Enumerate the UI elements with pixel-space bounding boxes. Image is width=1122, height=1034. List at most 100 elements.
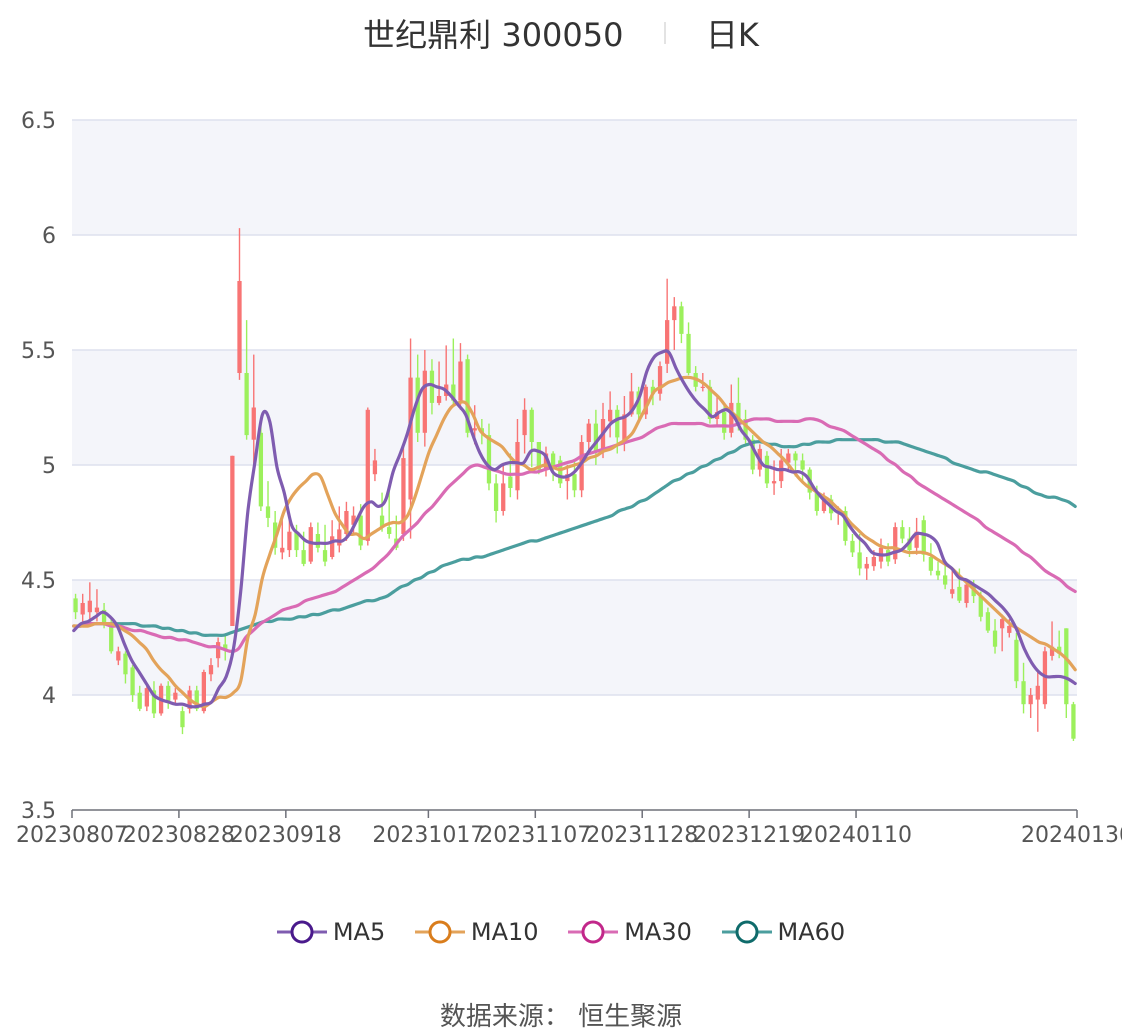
legend-ma30[interactable]: MA30 <box>568 918 692 946</box>
candle <box>943 563 948 590</box>
candle <box>864 557 869 580</box>
candle-body <box>515 442 520 491</box>
candle <box>992 619 998 654</box>
candle <box>522 398 527 454</box>
candle-body <box>180 711 185 728</box>
candle <box>372 448 378 482</box>
candle-body <box>508 476 513 488</box>
legend-ma60[interactable]: MA60 <box>721 918 845 946</box>
candle-body <box>109 623 114 652</box>
candle <box>166 681 171 709</box>
candle <box>1000 614 1005 652</box>
series-line-ma30 <box>72 417 1077 653</box>
candle <box>486 423 492 491</box>
candle-body <box>672 306 677 321</box>
candle-body <box>707 386 713 419</box>
candle <box>116 646 121 666</box>
y-tick-label: 4 <box>42 684 56 709</box>
data-source-label: 数据来源： <box>439 1002 570 1032</box>
candle-body <box>486 435 492 484</box>
candle-body <box>472 428 477 431</box>
candle-body <box>337 529 342 546</box>
candle-body <box>194 690 199 709</box>
plot-band <box>72 120 1077 235</box>
candle <box>180 706 185 735</box>
legend-ma5[interactable]: MA5 <box>276 918 386 946</box>
candle <box>608 391 613 438</box>
data-source: 数据来源： 恒生聚源 <box>0 996 1122 1033</box>
candle <box>800 453 805 482</box>
candle-body <box>465 359 470 433</box>
candle-body <box>322 550 328 562</box>
series-line-ma5 <box>72 349 1077 709</box>
candle-body <box>665 320 670 364</box>
chart-title: 世纪鼎利 300050 <box>363 16 624 54</box>
candle <box>914 517 919 555</box>
chart-title-row: 世纪鼎利 300050 日K <box>0 10 1122 60</box>
x-tick-label: 20230807 <box>16 823 128 848</box>
plot-band <box>72 350 1077 465</box>
candle-body <box>700 386 705 388</box>
candle <box>330 520 335 560</box>
candle <box>1021 662 1026 714</box>
candle <box>850 534 855 557</box>
candle <box>137 685 142 712</box>
legend-ma10-label: MA10 <box>470 918 539 946</box>
candle <box>1071 701 1076 741</box>
legend-ma5-label: MA5 <box>332 918 386 946</box>
candle <box>365 407 370 546</box>
candle-body <box>315 534 321 548</box>
candle <box>429 359 435 415</box>
candle-body <box>173 692 178 700</box>
candle-body <box>764 455 770 484</box>
candle-body <box>850 540 855 553</box>
candle-body <box>814 492 819 511</box>
candle-body <box>116 651 121 661</box>
candle-body <box>800 460 805 470</box>
candle-body <box>943 575 948 585</box>
candle-body <box>451 384 456 401</box>
candle-body <box>379 515 385 528</box>
candle <box>258 421 264 511</box>
candle <box>337 506 342 553</box>
x-tick-label: 20240130 <box>1021 823 1122 848</box>
candle-body <box>344 511 349 534</box>
candle-body <box>900 527 905 539</box>
candle-body <box>280 547 285 553</box>
legend-ma10-marker-icon <box>414 920 465 944</box>
candle <box>251 354 256 468</box>
legend-ma5-marker-icon <box>276 920 327 944</box>
candle <box>921 515 926 562</box>
candle-body <box>80 603 85 615</box>
candle <box>665 278 670 373</box>
candle-body <box>843 511 848 541</box>
candle-body <box>287 531 292 551</box>
candle-body <box>722 412 727 433</box>
candle-body <box>629 391 634 415</box>
candle-body <box>422 370 427 433</box>
candle-body <box>657 366 663 394</box>
legend-ma30-marker-icon <box>568 920 619 944</box>
y-tick-label: 5.5 <box>21 339 56 364</box>
candle-body <box>950 589 955 594</box>
x-tick-label: 20230918 <box>230 823 342 848</box>
candle-body <box>871 557 876 567</box>
candle-body <box>864 563 869 569</box>
candle <box>529 407 534 468</box>
candle <box>843 506 848 546</box>
candle-body <box>94 607 100 613</box>
legend-ma10[interactable]: MA10 <box>414 918 539 946</box>
candle <box>686 322 691 376</box>
candle-body <box>1049 646 1055 656</box>
candle <box>1049 621 1055 661</box>
x-tick-label: 20231107 <box>479 823 591 848</box>
candle <box>515 419 520 500</box>
candle <box>1014 632 1019 689</box>
candle-body <box>429 370 435 403</box>
candle <box>230 455 235 626</box>
candle-body <box>258 432 264 507</box>
candle-body <box>679 306 684 334</box>
candle-body <box>123 653 128 675</box>
candle <box>280 515 285 560</box>
candle <box>935 561 941 580</box>
